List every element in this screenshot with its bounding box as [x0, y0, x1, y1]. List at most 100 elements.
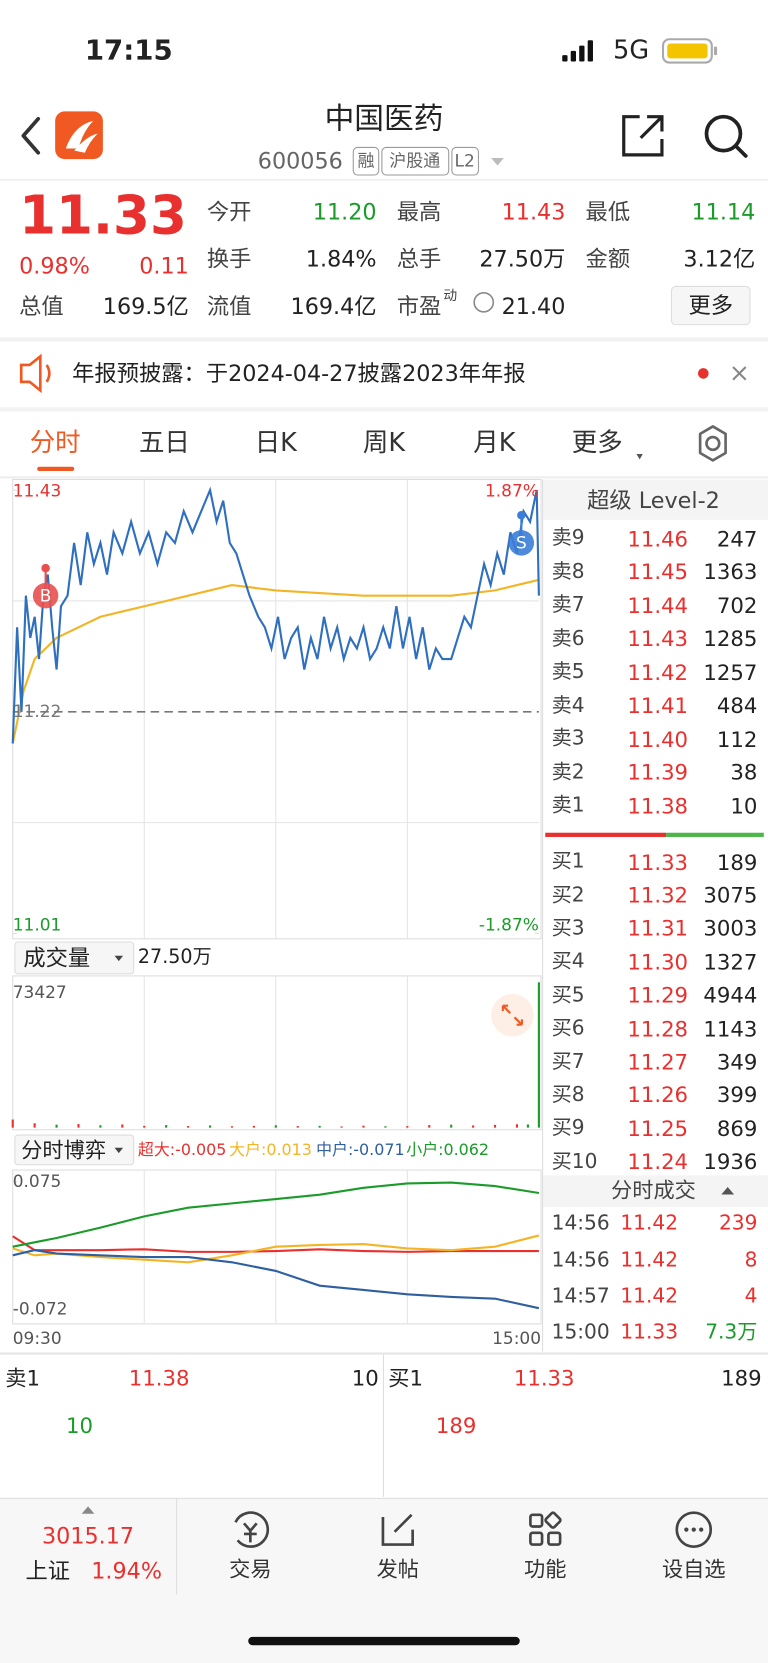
search-button[interactable]: [704, 114, 748, 158]
dropdown-arrow[interactable]: [114, 1147, 124, 1154]
book-label: 买2: [551, 883, 585, 907]
tab[interactable]: 日K: [254, 427, 297, 458]
game-line: [12, 1181, 540, 1248]
book-volume: 1285: [703, 625, 758, 652]
stat-value: 169.4亿: [290, 293, 377, 320]
game-selector-label[interactable]: 分时博弈: [21, 1136, 107, 1163]
best-label: 买1: [388, 1364, 423, 1391]
sort-arrow[interactable]: [721, 1187, 735, 1195]
tag-box: [381, 146, 450, 176]
book-label: 买4: [551, 949, 585, 974]
volume-bar: [187, 1126, 190, 1128]
tab[interactable]: 周K: [362, 427, 406, 458]
nav-icons: [234, 1511, 713, 1548]
nav-item[interactable]: 交易: [229, 1555, 272, 1582]
stat-value: 21.40: [501, 293, 566, 320]
volume-bar: [143, 1125, 146, 1128]
stat-label-sup: 动: [443, 288, 458, 305]
divider: [0, 179, 768, 181]
stock-tag: L2: [454, 150, 475, 171]
best-price: 11.38: [128, 1364, 190, 1391]
volume-bar: [406, 1126, 409, 1128]
book-price: 11.31: [627, 915, 689, 942]
book-volume: 349: [716, 1049, 758, 1075]
battery-icon: [661, 38, 718, 64]
book-volume: 3003: [703, 915, 758, 942]
pct-tick-label: -1.87%: [478, 914, 539, 935]
stat-label: 最低: [585, 199, 631, 225]
pct-tick-label: 1.87%: [484, 480, 539, 501]
share-button[interactable]: [622, 115, 664, 157]
tab[interactable]: 五日: [138, 427, 190, 458]
book-volume: 1327: [703, 949, 758, 975]
index-value[interactable]: 3015.17: [41, 1523, 135, 1549]
prev-close-label: 11.22: [12, 701, 62, 722]
trade-time: 15:00: [551, 1320, 610, 1345]
dropdown-arrow[interactable]: [491, 158, 504, 166]
book-volume: 38: [730, 759, 758, 786]
divider: [0, 407, 768, 412]
nav-item[interactable]: 功能: [524, 1555, 567, 1582]
book-label: 卖4: [551, 693, 585, 717]
book-price: 11.44: [627, 592, 689, 619]
volume-bar: [77, 1124, 80, 1128]
best-detail: 189: [435, 1412, 477, 1439]
stock-name: 中国医药: [324, 100, 444, 136]
book-label: 买10: [551, 1149, 598, 1174]
expand-arrow[interactable]: [81, 1506, 95, 1514]
volume-selector-label[interactable]: 成交量: [23, 945, 91, 971]
dropdown-arrow[interactable]: [636, 454, 643, 460]
book-price: 11.41: [627, 692, 689, 719]
y-tick-label: -0.072: [12, 1298, 68, 1319]
volume-bar: [208, 1125, 212, 1128]
stat-label: 流值: [206, 293, 252, 320]
current-price: 11.33: [19, 184, 187, 247]
best-volume: 189: [721, 1364, 762, 1391]
tab[interactable]: 更多: [571, 427, 623, 458]
volume-selector[interactable]: [14, 941, 135, 975]
divider: [0, 1497, 768, 1499]
stat-value: 27.50万: [479, 246, 566, 272]
book-price: 11.26: [627, 1082, 689, 1108]
book-label: 卖3: [551, 726, 585, 751]
book-volume: 702: [716, 592, 758, 619]
book-price: 11.27: [627, 1049, 689, 1075]
more-button[interactable]: [670, 285, 751, 326]
game-selector[interactable]: [14, 1134, 135, 1166]
book-label: 卖6: [551, 626, 585, 650]
back-button[interactable]: [21, 116, 41, 155]
x-tick-label: 15:00: [492, 1328, 542, 1349]
stock-code: 600056: [257, 148, 343, 174]
book-price: 11.42: [627, 659, 689, 685]
speaker-icon: [19, 353, 51, 394]
book-volume: 1936: [703, 1149, 758, 1175]
tab[interactable]: 月K: [473, 427, 516, 458]
tab[interactable]: 分时: [29, 427, 81, 458]
book-volume: 399: [716, 1082, 758, 1108]
index-name[interactable]: 上证: [25, 1558, 71, 1584]
nav-item[interactable]: 发帖: [376, 1555, 420, 1582]
change-percent: 0.98%: [19, 253, 90, 279]
sell-ratio-bar: [545, 832, 667, 837]
dropdown-arrow[interactable]: [114, 955, 124, 962]
close-button[interactable]: [732, 366, 747, 381]
settings-button[interactable]: [698, 425, 727, 462]
info-icon[interactable]: [473, 291, 495, 313]
book-price: 11.43: [627, 625, 689, 652]
unread-dot: [698, 368, 709, 379]
stock-tag: 沪股通: [389, 150, 441, 171]
nav-item[interactable]: 设自选: [661, 1555, 726, 1582]
expand-button[interactable]: [491, 993, 534, 1037]
divider: [0, 1352, 768, 1355]
index-change[interactable]: 1.94%: [91, 1558, 163, 1584]
book-label: 卖7: [551, 593, 585, 617]
more-button-label[interactable]: 更多: [688, 292, 734, 319]
expand-icon: [501, 1004, 523, 1026]
volume-bar: [428, 1125, 431, 1128]
book-volume: 189: [716, 849, 758, 875]
tag-box: [451, 146, 479, 176]
notice-text[interactable]: 年报预披露：于2024-04-27披露2023年年报: [72, 360, 526, 387]
home-indicator: [248, 1636, 520, 1646]
